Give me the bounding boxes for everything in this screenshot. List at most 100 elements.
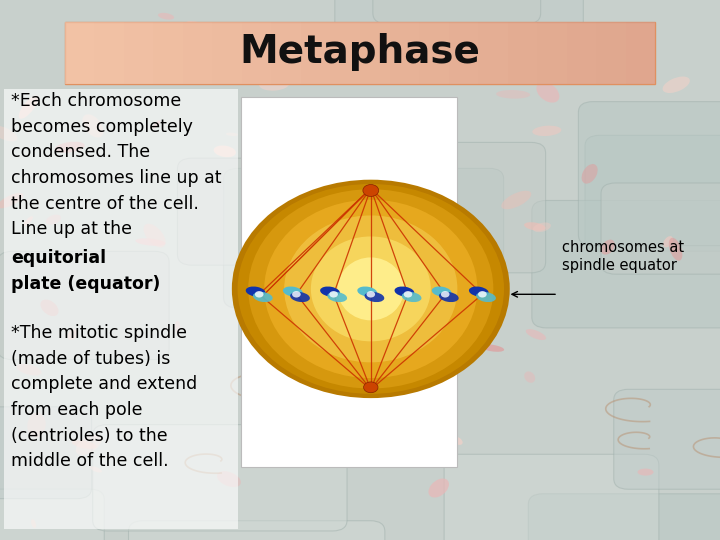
Ellipse shape (17, 364, 42, 375)
Bar (153, 22, 183, 84)
Ellipse shape (467, 300, 480, 318)
Ellipse shape (214, 145, 236, 157)
Bar (301, 22, 330, 84)
Ellipse shape (135, 238, 166, 246)
Bar (183, 22, 212, 84)
Ellipse shape (90, 466, 102, 472)
Ellipse shape (338, 258, 404, 320)
FancyBboxPatch shape (335, 0, 583, 81)
FancyBboxPatch shape (93, 424, 347, 531)
Ellipse shape (283, 287, 302, 296)
Ellipse shape (76, 435, 102, 455)
FancyBboxPatch shape (532, 200, 720, 328)
Ellipse shape (217, 471, 241, 487)
Ellipse shape (428, 478, 449, 497)
FancyBboxPatch shape (0, 407, 91, 498)
Ellipse shape (405, 102, 423, 110)
Circle shape (329, 291, 338, 298)
FancyBboxPatch shape (444, 454, 659, 540)
Bar (124, 22, 153, 84)
Text: chromosomes at
spindle equator: chromosomes at spindle equator (562, 240, 684, 273)
Ellipse shape (511, 60, 528, 83)
Ellipse shape (46, 215, 61, 225)
Bar (65, 22, 94, 84)
Ellipse shape (19, 96, 38, 119)
Ellipse shape (0, 193, 23, 208)
Ellipse shape (311, 237, 431, 341)
Ellipse shape (524, 372, 535, 383)
Ellipse shape (432, 287, 451, 296)
Bar (94, 22, 124, 84)
FancyBboxPatch shape (585, 136, 720, 251)
Ellipse shape (364, 382, 378, 393)
FancyBboxPatch shape (177, 158, 323, 265)
Text: *The mitotic spindle
(made of tubes) is
complete and extend
from each pole
(cent: *The mitotic spindle (made of tubes) is … (11, 324, 197, 470)
FancyBboxPatch shape (0, 251, 169, 360)
Ellipse shape (501, 191, 531, 210)
FancyBboxPatch shape (373, 0, 541, 24)
Ellipse shape (255, 436, 268, 450)
Bar (419, 22, 449, 84)
Ellipse shape (320, 287, 340, 296)
Ellipse shape (303, 306, 321, 325)
Ellipse shape (438, 432, 454, 446)
FancyBboxPatch shape (528, 494, 720, 540)
Ellipse shape (158, 13, 174, 19)
Ellipse shape (402, 292, 421, 302)
Bar (242, 22, 271, 84)
Text: equitorial
plate (equator): equitorial plate (equator) (11, 249, 160, 293)
Circle shape (255, 291, 264, 298)
Ellipse shape (452, 436, 463, 445)
Bar (478, 22, 508, 84)
Ellipse shape (323, 312, 351, 326)
Ellipse shape (637, 469, 654, 476)
Ellipse shape (469, 287, 489, 296)
Ellipse shape (66, 40, 96, 53)
Bar (212, 22, 242, 84)
Ellipse shape (175, 321, 180, 334)
Ellipse shape (72, 440, 96, 449)
Ellipse shape (259, 77, 289, 91)
FancyBboxPatch shape (65, 22, 655, 84)
FancyBboxPatch shape (223, 168, 504, 308)
Ellipse shape (328, 292, 347, 302)
FancyBboxPatch shape (613, 389, 720, 489)
FancyBboxPatch shape (0, 489, 104, 540)
Ellipse shape (662, 77, 690, 93)
Ellipse shape (226, 133, 238, 136)
Ellipse shape (364, 292, 384, 302)
Circle shape (404, 291, 413, 298)
Text: Metaphase: Metaphase (240, 33, 480, 71)
Ellipse shape (143, 224, 166, 247)
Ellipse shape (238, 184, 504, 394)
Ellipse shape (232, 180, 510, 398)
FancyBboxPatch shape (128, 521, 384, 540)
Ellipse shape (588, 37, 608, 50)
Ellipse shape (40, 300, 58, 316)
Ellipse shape (23, 216, 33, 226)
Ellipse shape (290, 292, 310, 302)
Circle shape (441, 291, 449, 298)
Ellipse shape (253, 292, 273, 302)
FancyBboxPatch shape (578, 102, 720, 246)
Ellipse shape (259, 245, 276, 252)
FancyBboxPatch shape (317, 143, 546, 273)
Ellipse shape (395, 287, 414, 296)
Bar (537, 22, 567, 84)
Bar (626, 22, 655, 84)
Ellipse shape (27, 413, 46, 438)
Bar (271, 22, 301, 84)
Ellipse shape (372, 379, 387, 396)
Ellipse shape (367, 126, 380, 136)
Ellipse shape (264, 200, 477, 378)
Ellipse shape (536, 82, 559, 103)
Ellipse shape (582, 164, 598, 184)
Ellipse shape (185, 21, 206, 31)
Ellipse shape (363, 185, 379, 197)
Ellipse shape (248, 189, 493, 389)
Bar (4, 89, 238, 529)
Circle shape (292, 291, 301, 298)
Ellipse shape (532, 126, 562, 136)
Ellipse shape (496, 90, 530, 99)
Ellipse shape (476, 292, 496, 302)
